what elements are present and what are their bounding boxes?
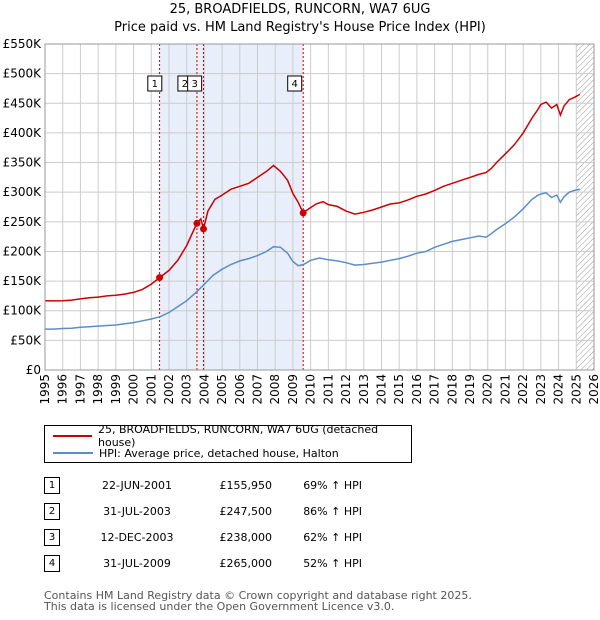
footer-copyright: Contains HM Land Registry data © Crown c… — [44, 589, 472, 602]
chart-legend: 25, BROADFIELDS, RUNCORN, WA7 6UG (detac… — [44, 423, 412, 463]
y-tick-label: £150K — [3, 274, 43, 288]
sale-date: 22-JUN-2001 — [101, 478, 173, 492]
footer-attribution: Contains HM Land Registry data © Crown c… — [44, 590, 472, 612]
y-tick-label: £500K — [3, 67, 43, 81]
x-tick-label: 2015 — [392, 374, 406, 405]
x-tick-label: 1999 — [109, 374, 123, 405]
x-tick-label: 2016 — [410, 374, 424, 405]
table-row: 2 31-JUL-2003 £247,500 86% ↑ HPI — [44, 498, 362, 524]
x-tick-label: 2001 — [144, 374, 158, 405]
x-tick-label: 2017 — [428, 374, 442, 405]
sale-point — [299, 209, 307, 217]
sale-date: 31-JUL-2009 — [103, 556, 171, 570]
x-tick-label: 2023 — [534, 374, 548, 405]
x-tick-label: 2020 — [481, 374, 495, 405]
table-row: 1 22-JUN-2001 £155,950 69% ↑ HPI — [44, 472, 362, 498]
sale-price: £238,000 — [219, 530, 273, 544]
property-price-line — [45, 93, 581, 302]
x-tick-label: 2005 — [215, 374, 229, 405]
legend-item-property: 25, BROADFIELDS, RUNCORN, WA7 6UG (detac… — [53, 423, 411, 449]
y-tick-label: £100K — [3, 304, 43, 318]
table-row: 3 12-DEC-2003 £238,000 62% ↑ HPI — [44, 524, 362, 550]
sale-price: £247,500 — [219, 504, 273, 518]
plot-area — [45, 44, 594, 370]
sale-label-text: 3 — [191, 79, 197, 90]
x-tick-label: 1998 — [91, 374, 105, 405]
sale-point — [200, 225, 208, 233]
x-tick-label: 2010 — [304, 374, 318, 405]
chart-subtitle: Price paid vs. HM Land Registry's House … — [114, 20, 486, 35]
sale-label-text: 1 — [152, 79, 158, 90]
price-chart: 1 2 3 4 £0 £50K £100K £150K £200K £250K £300K £350K… — [3, 37, 600, 405]
x-tick-label: 2025 — [569, 374, 583, 405]
x-tick-label: 2011 — [321, 374, 335, 405]
y-tick-label: £200K — [3, 244, 43, 258]
sale-price: £155,950 — [219, 478, 273, 492]
y-tick-label: £450K — [3, 96, 43, 110]
sale-number-badge: 3 — [44, 528, 60, 546]
x-tick-label: 2024 — [552, 374, 566, 405]
x-tick-label: 1996 — [56, 374, 70, 405]
x-tick-label: 2018 — [445, 374, 459, 405]
x-tick-label: 2022 — [516, 374, 530, 405]
x-tick-label: 2014 — [374, 374, 388, 405]
sale-date: 31-JUL-2003 — [103, 504, 171, 518]
sale-label-box — [287, 75, 303, 92]
table-row: 4 31-JUL-2009 £265,000 52% ↑ HPI — [44, 550, 362, 576]
x-tick-label: 2021 — [498, 374, 512, 405]
chart-title: 25, BROADFIELDS, RUNCORN, WA7 6UG — [169, 2, 431, 17]
y-tick-label: £250K — [3, 215, 43, 229]
plot-frame — [44, 43, 595, 371]
x-tick-label: 2006 — [233, 374, 247, 405]
y-tick-label: £550K — [3, 37, 43, 51]
future-hatch — [576, 44, 594, 370]
y-tick-label: £400K — [3, 126, 43, 140]
x-tick-label: 2007 — [251, 374, 265, 405]
sale-hpi-change: 62% ↑ HPI — [303, 530, 362, 544]
sale-label-box — [147, 75, 163, 92]
y-tick-label: £300K — [3, 185, 43, 199]
y-tick-label: £350K — [3, 156, 43, 170]
x-tick-label: 2008 — [268, 374, 282, 405]
x-tick-label: 2019 — [463, 374, 477, 405]
legend-label-property: 25, BROADFIELDS, RUNCORN, WA7 6UG (detac… — [98, 423, 379, 449]
sale-label-text: 2 — [182, 79, 188, 90]
x-tick-label: 2002 — [162, 374, 176, 405]
sale-date: 12-DEC-2003 — [100, 530, 174, 544]
sale-label-box — [187, 75, 203, 92]
x-tick-label: 2004 — [197, 374, 211, 405]
sale-price: £265,000 — [219, 556, 273, 570]
sales-table: 1 22-JUN-2001 £155,950 69% ↑ HPI 2 31-JU… — [44, 472, 362, 576]
y-tick-label: £0 — [26, 363, 41, 377]
x-tick-label: 2013 — [357, 374, 371, 405]
x-tick-label: 2003 — [180, 374, 194, 405]
hpi-line — [45, 188, 580, 330]
x-tick-label: 1995 — [38, 374, 52, 405]
sale-point — [193, 219, 201, 227]
sale-number-badge: 4 — [44, 554, 60, 572]
sale-number-badge: 2 — [44, 502, 60, 520]
x-tick-label: 2026 — [587, 374, 600, 405]
x-tick-label: 2012 — [339, 374, 353, 405]
sale-hpi-change: 86% ↑ HPI — [303, 504, 362, 518]
y-tick-label: £50K — [10, 333, 42, 347]
x-tick-label: 2000 — [127, 374, 141, 405]
legend-swatch-property — [53, 435, 92, 437]
x-tick-label: 1997 — [73, 374, 87, 405]
legend-label-hpi: HPI: Average price, detached house, Halt… — [99, 446, 339, 460]
sale-number-badge: 1 — [44, 476, 60, 494]
sale-hpi-change: 52% ↑ HPI — [303, 556, 362, 570]
footer-licence: This data is licensed under the Open Gov… — [44, 600, 395, 613]
sale-hpi-change: 69% ↑ HPI — [303, 478, 362, 492]
x-tick-label: 2009 — [286, 374, 300, 405]
legend-swatch-hpi — [53, 452, 93, 454]
legend-item-hpi: HPI: Average price, detached house, Halt… — [53, 445, 339, 461]
sale-label-text: 4 — [292, 79, 298, 90]
ownership-shade — [159, 44, 304, 370]
sale-point — [156, 274, 164, 282]
